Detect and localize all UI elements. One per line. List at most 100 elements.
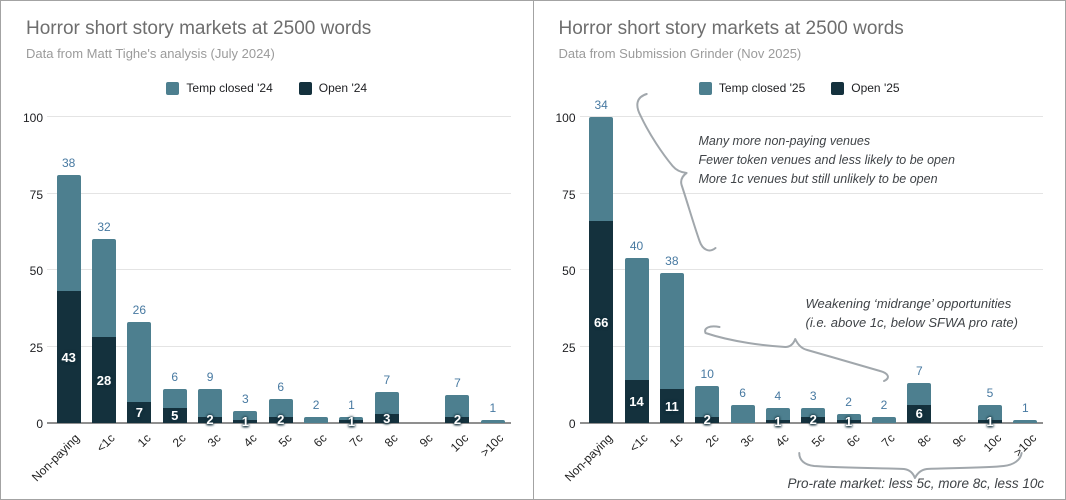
legend-item[interactable]: Temp closed '25 <box>698 81 805 95</box>
bar-segment-temp-closed[interactable] <box>268 398 293 417</box>
bar-stack[interactable]: 66 <box>589 117 614 423</box>
bar-segment-temp-closed[interactable] <box>907 383 932 405</box>
legend-swatch-icon <box>166 81 180 95</box>
bar-segment-open[interactable]: 1 <box>339 414 364 429</box>
legend-swatch-icon <box>298 81 312 95</box>
temp-closed-value-label: 1 <box>348 397 355 412</box>
bar-segment-open[interactable]: 1 <box>765 414 790 429</box>
temp-closed-value-label: 1 <box>489 400 497 415</box>
bar-segment-open[interactable]: 2 <box>198 412 223 427</box>
open-value-label: 1 <box>844 413 853 429</box>
bar-segment-temp-closed[interactable] <box>624 257 649 381</box>
bar-segment-temp-closed[interactable] <box>871 416 896 423</box>
x-axis-label: 9c <box>417 431 437 450</box>
bar-stack[interactable]: 2 <box>198 389 223 427</box>
bar-stack[interactable]: 28 <box>92 239 117 423</box>
bar-stack[interactable]: 6 <box>907 383 932 423</box>
bar-segment-temp-closed[interactable] <box>730 404 755 423</box>
bar-segment-temp-closed[interactable] <box>480 419 505 423</box>
bar-stack[interactable]: 1 <box>339 414 364 429</box>
bar-segment-temp-closed[interactable] <box>589 117 614 222</box>
legend-item[interactable]: Temp closed '24 <box>166 81 273 95</box>
bar-segment-temp-closed[interactable] <box>765 407 790 420</box>
chart-panel-right: Horror short story markets at 2500 words… <box>532 1 1066 499</box>
temp-closed-value-label: 3 <box>809 388 817 403</box>
legend-item[interactable]: Open '25 <box>831 81 900 95</box>
bar-stack[interactable]: 1 <box>836 413 861 429</box>
bar-segment-open[interactable]: 7 <box>127 401 152 423</box>
bar-segment-open[interactable]: 5 <box>162 407 187 423</box>
bar-stack[interactable]: 2 <box>268 398 293 428</box>
bar-segment-open[interactable]: 66 <box>589 221 614 423</box>
x-axis-label: 10c <box>447 431 472 455</box>
temp-closed-value-label: 4 <box>774 388 782 403</box>
bar-segment-temp-closed[interactable] <box>198 389 223 417</box>
temp-closed-value-label: 6 <box>171 370 179 385</box>
legend-item[interactable]: Open '24 <box>298 81 367 95</box>
bar-stack[interactable] <box>730 404 755 423</box>
bar-segment-open[interactable]: 1 <box>233 414 258 429</box>
x-axis-label: 5c <box>275 431 295 450</box>
temp-closed-value-label: 38 <box>665 254 679 269</box>
gridline <box>47 116 511 117</box>
bar-segment-temp-closed[interactable] <box>374 392 399 414</box>
bar-segment-open[interactable]: 1 <box>836 413 861 429</box>
y-axis-tick-label: 100 <box>22 111 43 125</box>
bar-segment-open[interactable]: 28 <box>92 337 117 423</box>
bar-segment-open[interactable]: 11 <box>659 389 684 423</box>
bar-stack[interactable]: 1 <box>765 407 790 429</box>
bar-stack[interactable] <box>480 419 505 423</box>
bar-stack[interactable]: 2 <box>445 395 470 427</box>
bar-stack[interactable]: 11 <box>659 273 684 423</box>
bar-segment-open[interactable]: 2 <box>801 412 826 427</box>
bar-segment-open[interactable]: 3 <box>374 410 399 426</box>
bar-stack[interactable]: 2 <box>695 386 720 427</box>
bar-segment-temp-closed[interactable] <box>695 386 720 417</box>
bar-segment-open[interactable]: 14 <box>624 380 649 423</box>
bar-segment-open[interactable]: 6 <box>907 404 932 423</box>
bar-stack[interactable]: 2 <box>801 407 826 427</box>
open-value-label: 2 <box>277 412 285 428</box>
bar-segment-temp-closed[interactable] <box>339 416 364 420</box>
bar-segment-temp-closed[interactable] <box>127 322 152 402</box>
bar-segment-temp-closed[interactable] <box>977 404 1002 420</box>
bar-segment-temp-closed[interactable] <box>56 175 81 292</box>
bar-stack[interactable] <box>304 416 329 423</box>
temp-closed-value-label: 2 <box>880 397 888 412</box>
open-value-label: 3 <box>383 410 391 426</box>
x-axis-label: >10c <box>478 431 507 460</box>
y-axis-tick-label: 25 <box>29 340 43 355</box>
bar-stack[interactable]: 1 <box>233 410 258 429</box>
temp-closed-value-label: 40 <box>629 238 644 253</box>
bar-segment-open[interactable]: 2 <box>268 412 293 428</box>
bar-stack[interactable]: 7 <box>127 322 152 423</box>
bar-stack[interactable]: 14 <box>624 257 649 423</box>
bar-segment-open[interactable]: 2 <box>695 412 720 427</box>
bar-segment-temp-closed[interactable] <box>162 389 187 408</box>
bar-segment-temp-closed[interactable] <box>659 273 684 390</box>
bar-stack[interactable]: 43 <box>56 175 81 423</box>
legend: Temp closed '24 Open '24 <box>1 81 533 95</box>
bar-stack[interactable] <box>871 416 896 423</box>
bar-segment-temp-closed[interactable] <box>304 416 329 423</box>
bar-segment-temp-closed[interactable] <box>836 413 861 420</box>
gridline <box>47 345 511 347</box>
x-axis-label: Non-paying <box>29 431 83 485</box>
bar-stack[interactable] <box>1013 419 1038 423</box>
x-axis-label: Non-paying <box>561 431 616 485</box>
temp-closed-value-label: 5 <box>986 385 994 400</box>
bar-segment-temp-closed[interactable] <box>92 239 117 338</box>
x-axis-label: 1c <box>666 431 686 450</box>
bar-segment-temp-closed[interactable] <box>801 407 826 417</box>
bar-stack[interactable]: 1 <box>977 404 1002 429</box>
legend: Temp closed '25 Open '25 <box>534 81 1066 95</box>
bar-stack[interactable]: 5 <box>162 389 187 423</box>
temp-closed-value-label: 7 <box>383 373 391 388</box>
bar-segment-temp-closed[interactable] <box>445 395 470 417</box>
bar-segment-open[interactable]: 43 <box>56 291 81 423</box>
bar-segment-temp-closed[interactable] <box>1013 419 1038 423</box>
bar-segment-open[interactable]: 1 <box>977 414 1002 429</box>
bar-segment-open[interactable]: 2 <box>445 412 470 427</box>
bar-stack[interactable]: 3 <box>374 392 399 426</box>
bar-segment-temp-closed[interactable] <box>233 410 258 420</box>
